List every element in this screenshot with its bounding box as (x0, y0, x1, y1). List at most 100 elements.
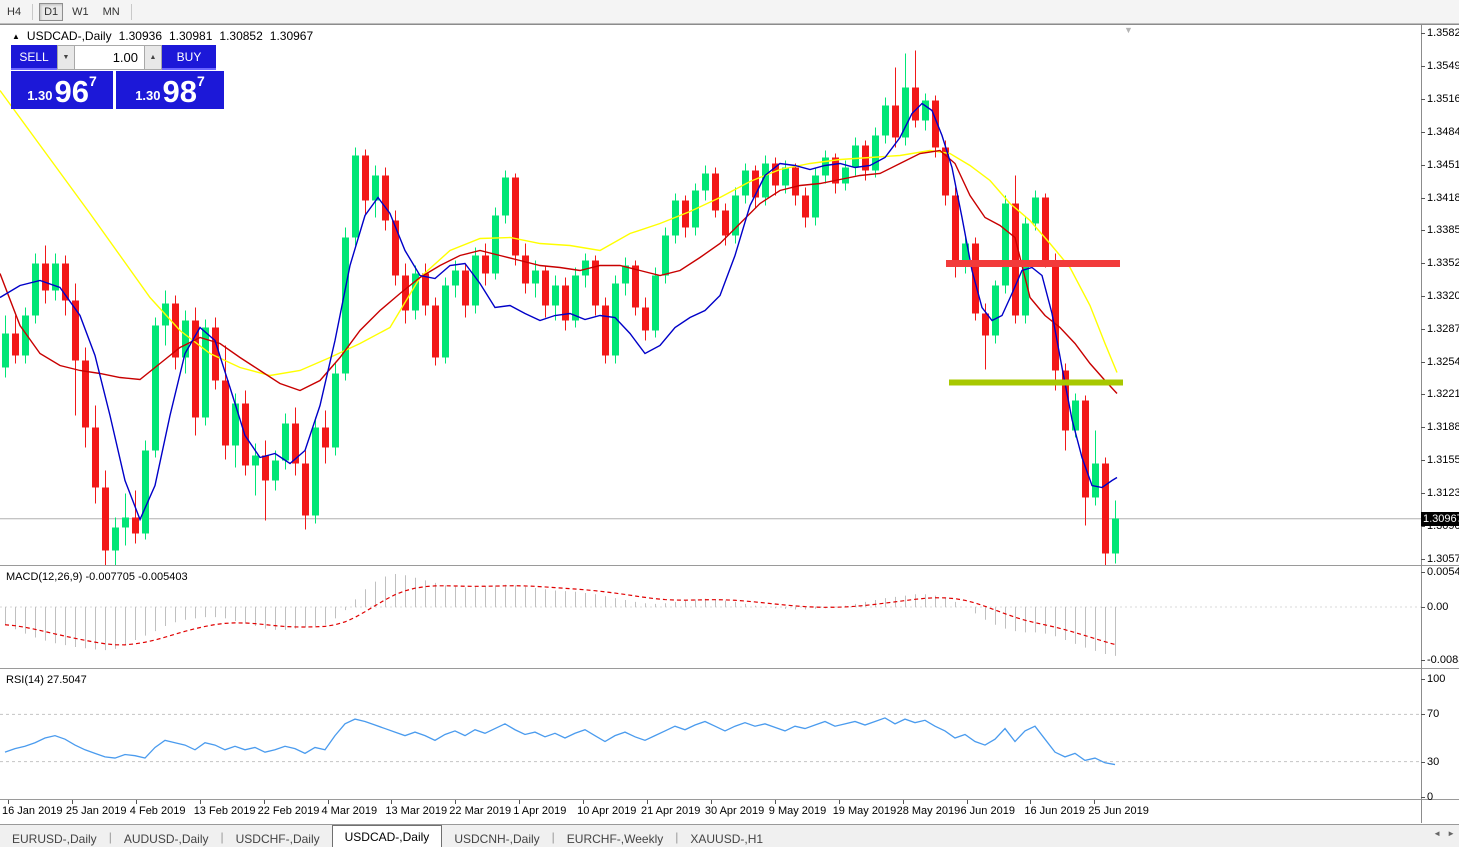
tab-eurusd-daily[interactable]: EURUSD-,Daily (12, 831, 97, 846)
time-axis-tick (71, 800, 73, 804)
candle-body (412, 273, 419, 311)
candle-body (212, 327, 219, 381)
tab-eurchf-weekly[interactable]: EURCHF-,Weekly (566, 831, 664, 846)
time-axis-tick (966, 800, 968, 804)
candle-body (1012, 203, 1019, 316)
macd-label: MACD(12,26,9) -0.007705 -0.005403 (6, 571, 188, 583)
candle-body (762, 163, 769, 198)
macd-axis-tick (1421, 659, 1425, 661)
candle-body (522, 255, 529, 284)
time-axis-label: 4 Mar 2019 (321, 805, 378, 817)
main-price-chart[interactable] (0, 25, 1421, 565)
price-axis-label: 1.32215 (1427, 388, 1459, 400)
collapse-panel-icon[interactable]: ▲ (12, 31, 20, 41)
candle-body (492, 215, 499, 274)
rsi-axis-label: 0 (1427, 791, 1434, 803)
time-axis-tick (647, 800, 648, 804)
time-axis-label: 10 Apr 2019 (577, 805, 637, 817)
price-axis-label: 1.33855 (1427, 224, 1459, 236)
sell-button[interactable]: SELL (11, 45, 57, 70)
volume-increase-button[interactable]: ▲ (144, 45, 162, 70)
resistance-red-line[interactable] (946, 260, 1120, 267)
timeframe-button-d1[interactable]: D1 (39, 2, 64, 21)
candle-body (22, 315, 29, 356)
time-axis-tick (327, 800, 329, 804)
price-axis-label: 1.33525 (1427, 257, 1459, 269)
candle-body (372, 175, 379, 201)
time-axis-label: 21 Apr 2019 (641, 805, 701, 817)
rsi-axis-label: 70 (1427, 708, 1440, 721)
sell-price-display[interactable]: 1.30 96 7 (11, 71, 113, 109)
candle-body (502, 177, 509, 216)
tab-audusd-daily[interactable]: AUDUSD-,Daily (123, 831, 209, 846)
candle-body (1002, 203, 1009, 286)
tab-scroll-left-icon[interactable]: ◄ (1433, 829, 1442, 838)
candle-body (282, 423, 289, 461)
volume-decrease-button[interactable]: ▼ (57, 45, 75, 70)
sell-price-prefix: 1.30 (27, 88, 53, 103)
buy-price-pip-digit: 7 (197, 73, 205, 89)
time-axis[interactable]: 16 Jan 2019 25 Jan 2019 4 Feb 2019 13 Feb 2… (0, 800, 1421, 823)
candle-body (242, 403, 249, 466)
candle-body (942, 147, 949, 196)
macd-indicator-chart[interactable] (0, 567, 1421, 668)
time-axis-tick (583, 800, 585, 804)
buy-price-display[interactable]: 1.30 98 7 (116, 71, 224, 109)
ohlc-open: 1.30936 (118, 29, 162, 43)
tab-xauusd-h1[interactable]: XAUUSD-,H1 (690, 831, 764, 846)
macd-panel-separator[interactable] (0, 565, 1459, 566)
candle-body (662, 235, 669, 276)
support-olive-line[interactable] (949, 379, 1123, 386)
time-axis-separator (0, 799, 1459, 800)
candle-body (752, 170, 759, 198)
rsi-label: RSI(14) 27.5047 (6, 674, 87, 686)
candle-body (342, 237, 349, 374)
ma-mid-red-line (0, 149, 1118, 394)
candle-body (922, 100, 929, 121)
candle-body (782, 167, 789, 186)
candle-body (12, 333, 19, 356)
chart-shift-marker-icon[interactable]: ▼ (1124, 25, 1133, 35)
tab-usdcnh-daily[interactable]: USDCNH-,Daily (454, 831, 540, 846)
value-axis-border (1421, 25, 1422, 823)
candle-body (652, 275, 659, 331)
candle-body (812, 175, 819, 218)
candle-body (452, 270, 459, 286)
time-axis-label: 16 Jan 2019 (2, 805, 63, 817)
time-axis-label: 19 May 2019 (832, 805, 897, 817)
macd-axis-tick (1421, 572, 1425, 574)
price-axis-tick (1421, 230, 1425, 231)
rsi-panel-separator[interactable] (0, 668, 1459, 669)
tab-separator: | (220, 829, 224, 844)
candle-body (62, 263, 69, 301)
candle-body (792, 167, 799, 196)
price-axis-label: 1.32540 (1427, 355, 1459, 368)
time-axis-label: 22 Mar 2019 (449, 805, 512, 817)
tab-usdchf-daily[interactable]: USDCHF-,Daily (235, 831, 320, 846)
candle-body (302, 463, 309, 516)
tab-usdcad-daily[interactable]: USDCAD-,Daily (331, 825, 443, 847)
price-axis-tick (1421, 460, 1425, 461)
candle-body (822, 157, 829, 176)
price-axis-label: 1.35495 (1427, 60, 1459, 72)
price-axis-tick (1421, 99, 1425, 100)
timeframe-button-h4[interactable]: H4 (2, 3, 26, 21)
candle-body (972, 243, 979, 314)
price-axis-label: 1.33200 (1427, 289, 1459, 302)
tab-scroll-right-icon[interactable]: ► (1447, 829, 1455, 838)
rsi-indicator-chart[interactable] (0, 670, 1421, 799)
candle-body (592, 260, 599, 306)
price-axis-tick (1421, 295, 1425, 297)
sell-price-pip-digit: 7 (89, 73, 97, 89)
timeframe-button-w1[interactable]: W1 (67, 3, 94, 21)
buy-button[interactable]: BUY (162, 45, 216, 70)
candle-body (542, 270, 549, 306)
tab-scrollers: ◄ ► (1433, 829, 1455, 838)
candle-body (252, 455, 259, 466)
candle-body (742, 170, 749, 196)
price-axis-tick (1421, 558, 1425, 560)
volume-input[interactable] (75, 45, 144, 70)
candle-body (82, 360, 89, 428)
timeframe-button-mn[interactable]: MN (98, 3, 125, 21)
